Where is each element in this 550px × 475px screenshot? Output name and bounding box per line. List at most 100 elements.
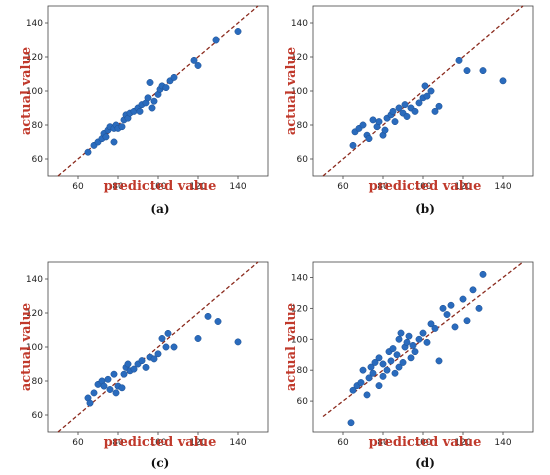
data-point [383, 366, 391, 374]
data-point [439, 304, 447, 312]
data-point [357, 379, 365, 386]
data-point [431, 325, 439, 332]
data-point [435, 102, 443, 110]
data-point [391, 369, 399, 377]
reference-diagonal-line [57, 261, 259, 433]
data-point [349, 141, 357, 149]
scatter-panel-2: 60 80 100 120 140 60 80 100 120 140 predicted valu… [284, 5, 534, 216]
data-point [415, 335, 423, 343]
x-tick-label: 60 [337, 438, 349, 448]
y-axis-label: actual value [284, 47, 299, 135]
data-point [463, 67, 471, 75]
data-point [90, 389, 98, 397]
y-tick-label: 60 [297, 155, 309, 165]
data-point [411, 348, 419, 356]
data-point [479, 270, 487, 278]
data-point [162, 84, 170, 92]
x-tick-label: 140 [494, 182, 511, 192]
data-point [405, 332, 413, 340]
data-point [463, 317, 471, 325]
data-point [146, 79, 154, 86]
data-point [130, 365, 138, 373]
data-point [118, 123, 126, 131]
data-point [110, 138, 118, 146]
data-point [170, 343, 178, 351]
data-point [427, 320, 435, 328]
x-tick-label: 140 [494, 438, 511, 448]
data-point [120, 370, 128, 378]
data-point [194, 335, 202, 342]
y-tick-label: 60 [32, 411, 44, 421]
data-point [86, 399, 94, 407]
data-point [349, 386, 357, 394]
data-point [381, 126, 389, 134]
data-point [194, 62, 202, 69]
data-point [459, 295, 467, 303]
x-axis-label: predicted value [104, 179, 217, 194]
data-point [102, 133, 110, 141]
x-tick-label: 100 [414, 438, 431, 448]
y-tick-label: 100 [26, 87, 43, 97]
data-point [395, 363, 403, 371]
data-point [112, 389, 120, 397]
x-tick-label: 80 [377, 182, 389, 192]
y-tick-label: 140 [26, 19, 43, 29]
data-point [397, 329, 405, 337]
data-point [395, 335, 403, 343]
x-tick-label: 80 [112, 182, 124, 192]
data-point [144, 94, 152, 102]
data-point [427, 87, 435, 95]
data-point [421, 82, 429, 90]
data-point [234, 28, 242, 35]
data-point [411, 107, 419, 115]
data-point [118, 384, 126, 392]
y-axis-label: actual value [19, 303, 34, 391]
panel-caption: (a) [150, 202, 169, 216]
y-tick-label: 80 [32, 377, 44, 387]
x-axis-label: predicted value [369, 179, 482, 194]
x-tick-label: 120 [454, 438, 471, 448]
data-point [435, 357, 443, 365]
x-tick-label: 60 [337, 182, 349, 192]
y-tick-label: 140 [291, 19, 308, 29]
y-tick-label: 120 [26, 53, 43, 63]
data-point [443, 311, 451, 318]
panel-caption: (b) [415, 202, 435, 216]
data-point [371, 359, 379, 366]
data-point [379, 360, 387, 368]
y-tick-label: 120 [291, 53, 308, 63]
data-point [447, 301, 455, 309]
data-point [479, 67, 487, 75]
data-point [375, 118, 383, 126]
y-axis-label: actual value [284, 303, 299, 391]
data-point [423, 338, 431, 346]
data-point [409, 342, 417, 349]
data-point [190, 56, 198, 64]
data-point [375, 354, 383, 362]
x-axis-label: predicted value [104, 435, 217, 450]
y-tick-label: 120 [291, 304, 308, 314]
data-point [375, 382, 383, 390]
x-tick-label: 120 [189, 438, 206, 448]
data-point [136, 107, 144, 115]
reference-diagonal-line [322, 5, 524, 177]
data-point [106, 386, 114, 393]
y-tick-label: 60 [297, 397, 309, 407]
data-point [170, 73, 178, 81]
scatter-panel-3: 60 80 100 120 140 60 80 100 120 140 predicted valu… [19, 261, 269, 470]
data-point [365, 374, 373, 382]
data-point [363, 391, 371, 399]
scatter-panel-1: 60 80 100 120 140 60 80 100 120 140 predicted valu… [19, 5, 269, 216]
data-point [367, 363, 375, 371]
y-tick-label: 80 [32, 121, 44, 131]
data-point [423, 92, 431, 100]
data-point [407, 354, 415, 362]
data-point [451, 323, 459, 331]
panel-caption: (c) [151, 456, 170, 470]
data-point [204, 312, 212, 320]
data-point [150, 355, 158, 363]
x-tick-label: 60 [72, 182, 84, 192]
data-point [415, 99, 423, 107]
data-point [419, 329, 427, 337]
